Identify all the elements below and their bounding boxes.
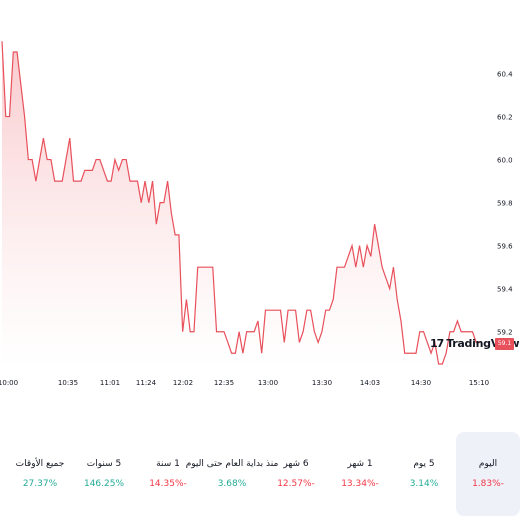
y-tick-label: 60.2 <box>497 114 513 122</box>
x-axis: 10:00 10:35 11:01 11:24 12:02 12:35 13:00 13:30… <box>0 379 489 387</box>
period-tab[interactable]: 6 شهر 12.57%- <box>264 432 328 516</box>
performance-periods: اليوم 1.83%- 5 يوم 3.14% 1 شهر 13.34%- 6 شهر 12… <box>8 432 520 520</box>
period-change-value: 3.68% <box>217 479 247 489</box>
period-change-value: 1.83%- <box>472 479 504 489</box>
period-tab[interactable]: جميع الأوقات 27.37% <box>8 432 72 516</box>
period-label: 5 سنوات <box>86 459 122 469</box>
price-area-fill <box>2 41 480 366</box>
x-tick-label: 11:24 <box>136 379 157 387</box>
period-change-value: 146.25% <box>83 479 125 489</box>
y-tick-label: 59.2 <box>497 329 513 337</box>
y-tick-label: 59.6 <box>497 243 513 251</box>
period-tab[interactable]: منذ بداية العام حتى اليوم 3.68% <box>186 432 279 516</box>
period-change-value: 12.57%- <box>277 479 315 489</box>
chart-canvas[interactable]: 60.460.260.059.859.659.459.2 10:00 10:35 1… <box>0 0 520 400</box>
period-tab[interactable]: 1 سنة 14.35%- <box>136 432 200 516</box>
last-price-label: 59.1 <box>495 338 514 350</box>
period-label: 6 شهر <box>283 459 309 469</box>
x-tick-label: 14:30 <box>411 379 431 387</box>
x-tick-label: 11:01 <box>100 379 120 387</box>
y-tick-label: 59.4 <box>497 286 513 294</box>
period-label: 1 شهر <box>347 459 373 469</box>
period-tab[interactable]: 5 سنوات 146.25% <box>72 432 136 516</box>
x-tick-label: 10:35 <box>58 379 78 387</box>
y-axis: 60.4 60.2 60.0 59.8 59.6 59.4 59.2 <box>497 71 513 337</box>
y-tick-label: 60.4 <box>497 71 513 79</box>
period-label: 1 سنة <box>156 459 180 469</box>
price-line-series <box>1 41 480 365</box>
period-label: اليوم <box>478 459 498 469</box>
x-tick-label: 12:35 <box>214 379 234 387</box>
period-change-value: 3.14% <box>409 479 439 489</box>
period-change-value: 13.34%- <box>341 479 379 489</box>
period-label: منذ بداية العام حتى اليوم <box>185 459 279 469</box>
tradingview-logo-icon: 17 <box>430 336 444 350</box>
period-label: 5 يوم <box>413 459 435 469</box>
price-chart[interactable]: 60.4 60.2 60.0 59.8 59.6 59.4 59.2 10:00 10:35 1… <box>0 0 520 400</box>
period-tab[interactable]: اليوم 1.83%- <box>456 432 520 516</box>
x-tick-label: 15:10 <box>469 379 489 387</box>
x-tick-label: 13:00 <box>258 379 278 387</box>
period-change-value: 14.35%- <box>149 479 187 489</box>
period-change-value: 27.37% <box>22 479 58 489</box>
period-tab[interactable]: 1 شهر 13.34%- <box>328 432 392 516</box>
period-label: جميع الأوقات <box>15 459 65 469</box>
x-tick-label: 13:30 <box>312 379 332 387</box>
y-tick-label: 59.8 <box>497 200 513 208</box>
period-tab[interactable]: 5 يوم 3.14% <box>392 432 456 516</box>
x-tick-label: 14:03 <box>360 379 380 387</box>
x-tick-label: 10:00 <box>0 379 18 387</box>
y-tick-label: 60.0 <box>497 157 513 165</box>
x-tick-label: 12:02 <box>173 379 193 387</box>
